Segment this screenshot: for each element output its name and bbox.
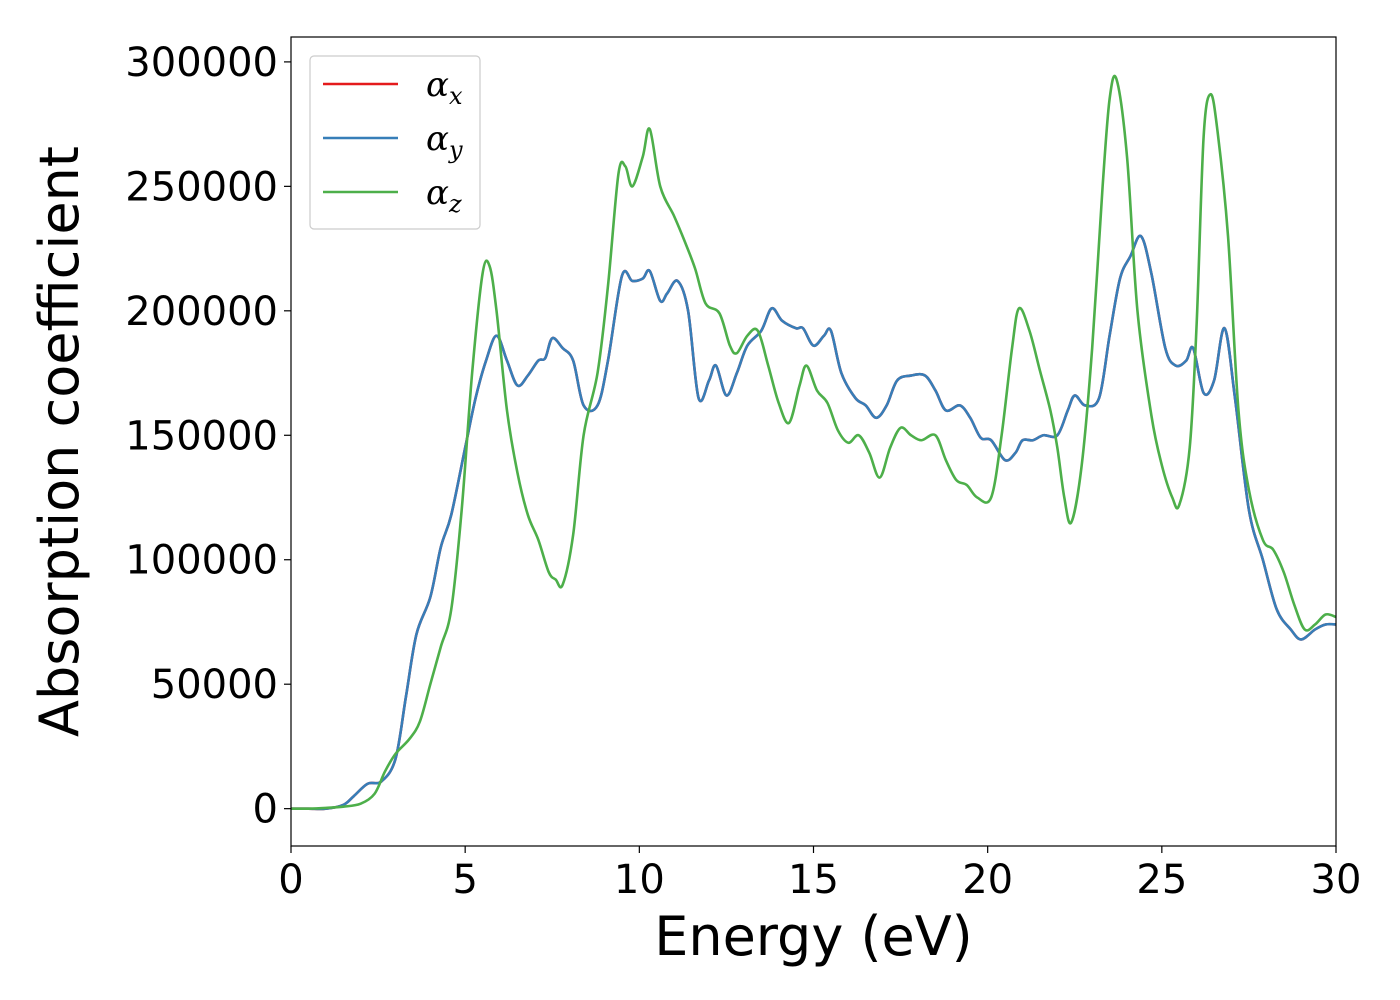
y-tick-label: 100000 bbox=[125, 538, 278, 584]
y-tick-label: 150000 bbox=[125, 413, 278, 459]
x-tick-label: 25 bbox=[1136, 857, 1187, 903]
x-tick-label: 20 bbox=[962, 857, 1013, 903]
x-axis-label: Energy (eV) bbox=[654, 905, 973, 968]
y-axis-label: Absorption coefficient bbox=[28, 146, 91, 737]
series-line-y bbox=[291, 234, 1337, 811]
series-layer bbox=[290, 74, 1337, 811]
y-tick-label: 250000 bbox=[125, 164, 278, 210]
x-tick-label: 15 bbox=[788, 857, 839, 903]
y-tick-label: 200000 bbox=[125, 289, 278, 335]
y-axis-ticks: 0 50000 100000 150000 200000 250000 300000 bbox=[125, 40, 291, 833]
y-tick-label: 0 bbox=[253, 787, 278, 833]
y-tick-label: 50000 bbox=[151, 662, 278, 708]
series-line-x bbox=[291, 234, 1337, 811]
x-tick-label: 0 bbox=[278, 857, 303, 903]
x-tick-label: 5 bbox=[452, 857, 477, 903]
x-axis-ticks: 0 5 10 15 20 25 30 bbox=[278, 846, 1361, 903]
legend-box bbox=[309, 55, 481, 230]
legend-label-z: αz bbox=[426, 173, 462, 218]
series-line-z bbox=[290, 74, 1337, 811]
x-tick-label: 30 bbox=[1311, 857, 1362, 903]
y-tick-label: 300000 bbox=[125, 40, 278, 86]
x-tick-label: 10 bbox=[614, 857, 665, 903]
